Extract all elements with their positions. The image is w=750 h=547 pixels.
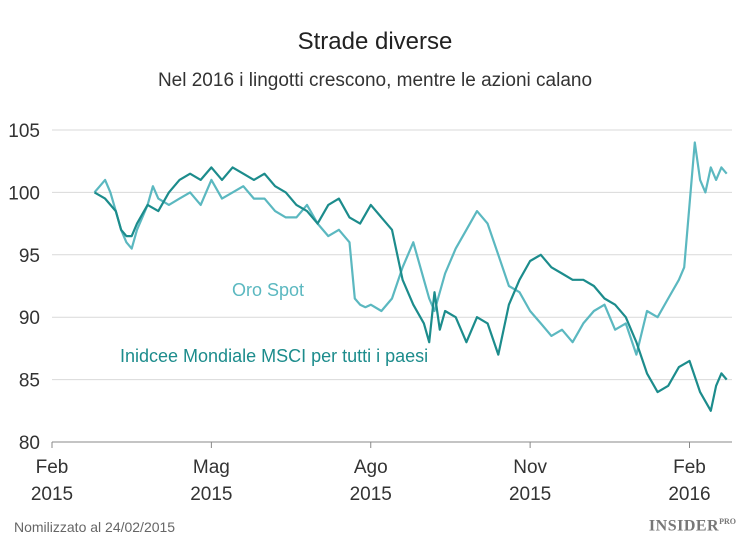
x-tick-label-month: Mag <box>193 457 230 478</box>
x-tick-label-month: Ago <box>354 457 388 478</box>
x-tick-label-year: 2015 <box>350 484 392 505</box>
x-tick-label-year: 2016 <box>668 484 710 505</box>
y-tick-label: 95 <box>19 246 40 267</box>
y-tick-label: 105 <box>8 121 40 142</box>
brand-name: INSIDER <box>648 517 720 535</box>
brand-sup: PRO <box>719 517 736 526</box>
series-lines <box>93 141 728 412</box>
x-tick-label-year: 2015 <box>190 484 232 505</box>
x-tick-label-month: Nov <box>513 457 547 478</box>
series-line-msci <box>93 166 728 412</box>
gridlines <box>52 129 732 381</box>
series-label-oro-spot: Oro Spot <box>232 280 304 300</box>
y-axis: 80 85 90 95 100 105 <box>8 121 40 454</box>
series-label-msci: Inidcee Mondiale MSCI per tutti i paesi <box>120 346 428 366</box>
x-tick-label-month: Feb <box>36 457 69 478</box>
x-tick-label-month: Feb <box>673 457 706 478</box>
y-tick-label: 80 <box>19 433 40 454</box>
x-tick-label-year: 2015 <box>509 484 551 505</box>
series-labels: Oro Spot Inidcee Mondiale MSCI per tutti … <box>120 280 428 366</box>
series-line-oro-spot <box>93 141 728 356</box>
y-tick-label: 90 <box>19 308 40 329</box>
brand-logo: INSIDERPRO <box>649 517 736 535</box>
footnote: Nomilizzato al 24/02/2015 <box>14 519 176 535</box>
x-tick-label-year: 2015 <box>31 484 73 505</box>
x-axis: Feb 2015 Mag 2015 Ago 2015 Nov 2015 Feb 2016 <box>31 441 732 505</box>
chart-subtitle: Nel 2016 i lingotti crescono, mentre le … <box>157 70 593 91</box>
y-tick-label: 100 <box>8 183 40 204</box>
chart-title: Strade diverse <box>297 28 453 55</box>
y-tick-label: 85 <box>19 371 40 392</box>
